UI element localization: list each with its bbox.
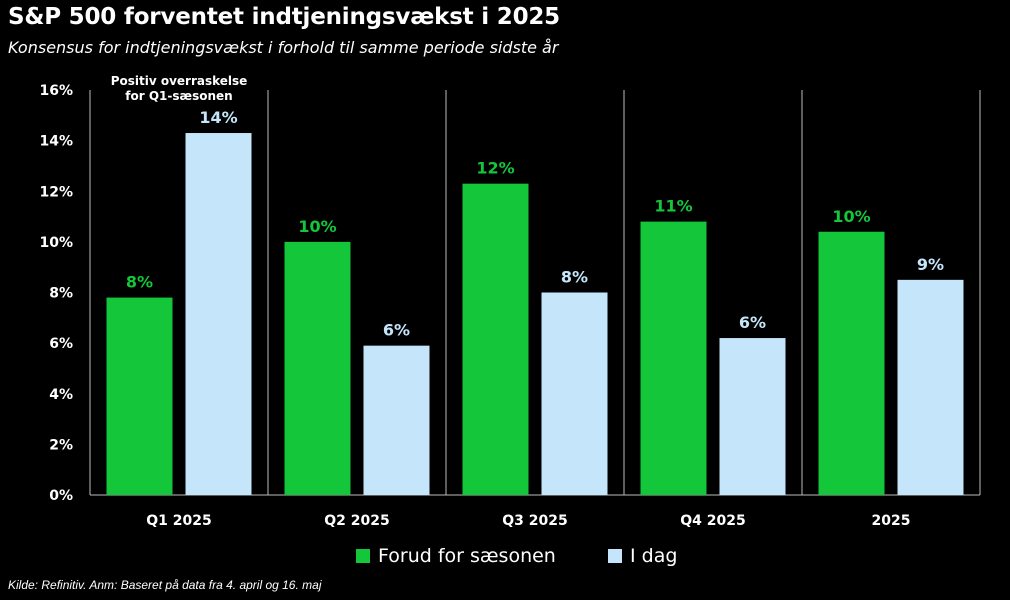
bar-forud — [284, 241, 351, 495]
source-note: Kilde: Refinitiv. Anm: Baseret på data f… — [8, 578, 322, 592]
y-tick-label: 2% — [49, 437, 73, 453]
data-label: 8% — [561, 268, 588, 287]
y-tick-label: 6% — [49, 336, 73, 352]
bar-forud — [462, 183, 529, 495]
data-label: 14% — [199, 108, 237, 127]
legend-swatch-i-dag — [608, 549, 622, 563]
chart-subtitle: Konsensus for indtjeningsvækst i forhold… — [8, 38, 559, 57]
x-tick-label: Q4 2025 — [680, 513, 745, 529]
data-label: 6% — [739, 313, 766, 332]
annotation-text: for Q1-sæsonen — [125, 89, 232, 103]
legend-item-i-dag: I dag — [608, 545, 677, 567]
legend-label-forud: Forud for sæsonen — [378, 545, 556, 567]
data-label: 10% — [832, 207, 870, 226]
legend-swatch-forud — [356, 549, 370, 563]
data-label: 9% — [917, 255, 944, 274]
data-label: 12% — [476, 159, 514, 178]
bar-forud — [818, 231, 885, 495]
bar-i-dag — [897, 279, 964, 495]
legend: Forud for sæsonen I dag — [0, 545, 1010, 571]
bar-i-dag — [363, 345, 430, 495]
legend-item-forud: Forud for sæsonen — [356, 545, 556, 567]
data-label: 8% — [126, 273, 153, 292]
legend-label-i-dag: I dag — [630, 545, 678, 567]
data-label: 6% — [383, 321, 410, 340]
chart-title: S&P 500 forventet indtjeningsvækst i 202… — [8, 4, 560, 30]
y-tick-label: 4% — [49, 387, 73, 403]
annotation-text: Positiv overraskelse — [111, 74, 248, 88]
y-tick-label: 14% — [39, 134, 73, 150]
bar-forud — [106, 297, 173, 495]
x-tick-label: Q3 2025 — [502, 513, 567, 529]
bar-forud — [640, 221, 707, 495]
bar-i-dag — [719, 338, 786, 495]
y-tick-label: 10% — [39, 235, 73, 251]
y-tick-label: 12% — [39, 184, 73, 200]
x-tick-label: 2025 — [872, 513, 911, 529]
y-tick-label: 8% — [49, 286, 73, 302]
bar-i-dag — [541, 292, 608, 495]
bar-chart: 0% 2% 4% 6% 8% 10% 12% 14% 16% 8% 14% Q1 2025 10% 6% Q… — [39, 74, 981, 529]
data-label: 10% — [298, 217, 336, 236]
data-label: 11% — [654, 197, 692, 216]
y-tick-label: 16% — [39, 83, 73, 99]
y-tick-label: 0% — [49, 488, 73, 504]
bar-i-dag — [185, 133, 252, 495]
x-tick-label: Q2 2025 — [324, 513, 389, 529]
x-tick-label: Q1 2025 — [146, 513, 211, 529]
